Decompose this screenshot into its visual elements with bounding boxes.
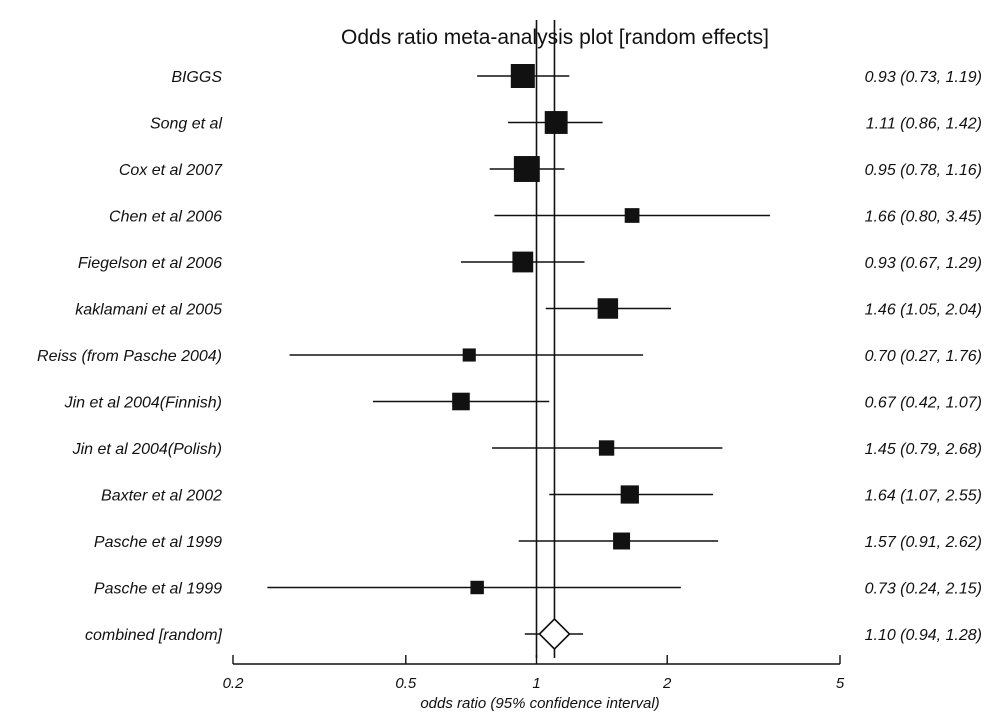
- point-estimate: [620, 485, 639, 504]
- point-estimate: [513, 156, 540, 182]
- study-row: Baxter et al 2002 1.64 (1.07, 2.55): [101, 485, 982, 505]
- study-row: Cox et al 2007 0.95 (0.78, 1.16): [119, 156, 982, 182]
- study-row: Pasche et al 1999 1.57 (0.91, 2.62): [94, 532, 982, 551]
- study-label: Jin et al 2004(Finnish): [64, 395, 222, 412]
- point-estimate: [452, 392, 470, 411]
- study-value: 0.67 (0.42, 1.07): [865, 395, 982, 412]
- study-row: BIGGS 0.93 (0.73, 1.19): [171, 64, 982, 88]
- point-estimate: [597, 298, 619, 319]
- study-value: 0.93 (0.67, 1.29): [865, 255, 982, 272]
- study-label: Reiss (from Pasche 2004): [37, 348, 222, 365]
- study-row: Fiegelson et al 2006 0.93 (0.67, 1.29): [78, 251, 982, 273]
- point-estimate: [462, 348, 476, 362]
- study-row: Reiss (from Pasche 2004) 0.70 (0.27, 1.76…: [37, 348, 982, 365]
- point-estimate: [613, 532, 631, 550]
- study-row: kaklamani et al 2005 1.46 (1.05, 2.04): [75, 298, 982, 319]
- combined-row: combined [random] 1.10 (0.94, 1.28): [85, 617, 982, 651]
- study-label: Baxter et al 2002: [101, 488, 222, 505]
- study-value: 0.93 (0.73, 1.19): [865, 69, 982, 86]
- point-estimate: [544, 111, 568, 134]
- study-value: 0.73 (0.24, 2.15): [865, 581, 982, 598]
- study-label: Cox et al 2007: [119, 162, 223, 179]
- combined-diamond: [538, 617, 571, 651]
- combined-value: 1.10 (0.94, 1.28): [865, 627, 982, 644]
- x-tick-label: 0.5: [395, 675, 417, 692]
- study-value: 1.45 (0.79, 2.68): [865, 441, 982, 458]
- point-estimate: [512, 251, 534, 273]
- study-label: Chen et al 2006: [109, 209, 222, 226]
- study-label: kaklamani et al 2005: [75, 302, 222, 319]
- point-estimate: [624, 208, 640, 223]
- study-label: Jin et al 2004(Polish): [72, 441, 222, 458]
- study-value: 1.66 (0.80, 3.45): [865, 209, 982, 226]
- point-estimate: [470, 580, 484, 595]
- study-value: 0.70 (0.27, 1.76): [865, 348, 982, 365]
- study-label: Fiegelson et al 2006: [78, 255, 222, 272]
- study-value: 1.57 (0.91, 2.62): [865, 534, 982, 551]
- study-value: 0.95 (0.78, 1.16): [865, 162, 982, 179]
- x-axis-label: odds ratio (95% confidence interval): [420, 695, 659, 712]
- study-label: Song et al: [150, 116, 223, 133]
- x-tick-label: 0.2: [223, 675, 245, 692]
- x-tick-label: 5: [836, 675, 845, 692]
- study-label: Pasche et al 1999: [94, 534, 222, 551]
- study-value: 1.11 (0.86, 1.42): [866, 116, 982, 133]
- combined-label: combined [random]: [85, 627, 223, 644]
- x-tick-label: 2: [662, 675, 672, 692]
- x-axis: 0.2 0.5 1 2 5: [223, 655, 845, 692]
- x-tick-label: 1: [532, 675, 540, 692]
- study-row: Jin et al 2004(Finnish) 0.67 (0.42, 1.07): [64, 392, 982, 412]
- study-value: 1.64 (1.07, 2.55): [865, 488, 982, 505]
- study-label: Pasche et al 1999: [94, 581, 222, 598]
- point-estimate: [510, 64, 535, 88]
- study-row: Song et al 1.11 (0.86, 1.42): [150, 111, 982, 134]
- study-rows: BIGGS 0.93 (0.73, 1.19) Song et al 1.11 (0.…: [37, 20, 982, 658]
- study-row: Jin et al 2004(Polish) 1.45 (0.79, 2.68): [72, 440, 982, 458]
- study-value: 1.46 (1.05, 2.04): [865, 302, 982, 319]
- point-estimate: [598, 440, 615, 456]
- study-row: Pasche et al 1999 0.73 (0.24, 2.15): [94, 581, 982, 598]
- study-label: BIGGS: [171, 69, 222, 86]
- study-row: Chen et al 2006 1.66 (0.80, 3.45): [109, 208, 982, 226]
